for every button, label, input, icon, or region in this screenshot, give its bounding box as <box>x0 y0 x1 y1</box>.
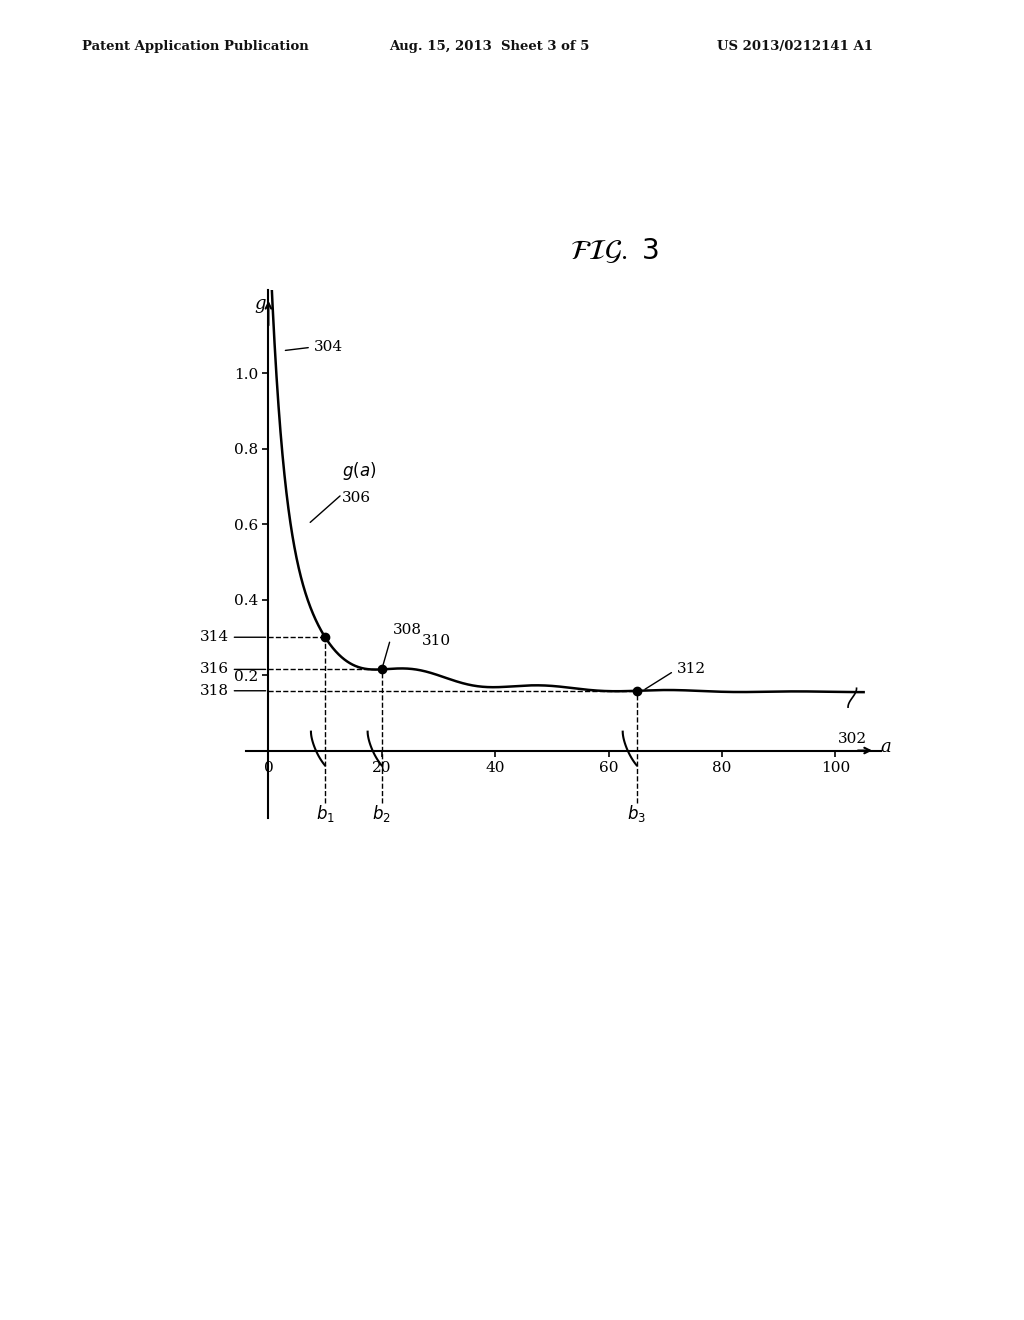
Text: 302: 302 <box>838 733 867 746</box>
Text: a: a <box>881 738 891 756</box>
Text: g: g <box>254 296 265 313</box>
Text: 304: 304 <box>286 341 343 354</box>
Text: $b_1$: $b_1$ <box>315 804 335 824</box>
Text: $b_2$: $b_2$ <box>373 804 391 824</box>
Text: $g(a)$: $g(a)$ <box>342 461 377 482</box>
Text: 306: 306 <box>342 491 372 504</box>
Text: Patent Application Publication: Patent Application Publication <box>82 40 308 53</box>
Text: $\mathcal{FIG.}\ 3$: $\mathcal{FIG.}\ 3$ <box>570 236 658 265</box>
Text: 308: 308 <box>383 623 422 667</box>
Text: $b_3$: $b_3$ <box>628 804 646 824</box>
Text: 314: 314 <box>200 630 265 644</box>
Text: 318: 318 <box>200 684 265 698</box>
Text: 312: 312 <box>645 663 706 689</box>
Text: Aug. 15, 2013  Sheet 3 of 5: Aug. 15, 2013 Sheet 3 of 5 <box>389 40 590 53</box>
Text: US 2013/0212141 A1: US 2013/0212141 A1 <box>717 40 872 53</box>
Text: 316: 316 <box>200 663 265 676</box>
Text: 310: 310 <box>422 634 451 648</box>
